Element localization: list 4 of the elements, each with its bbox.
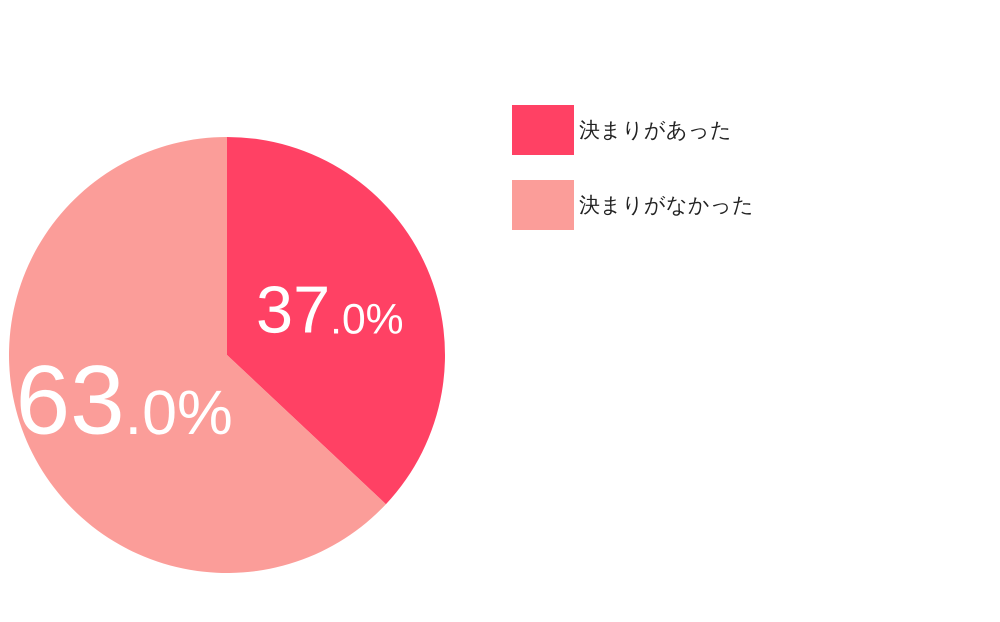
data-label: 63.0% [16, 344, 233, 454]
data-label: 37.0% [256, 273, 404, 348]
legend-label: 決まりがなかった [579, 192, 754, 219]
legend-label: 決まりがあった [579, 117, 732, 144]
